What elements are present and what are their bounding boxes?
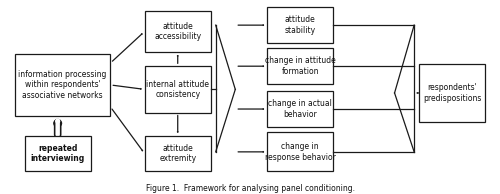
FancyBboxPatch shape [144, 66, 211, 113]
Text: information processing
within respondents'
associative networks: information processing within respondent… [18, 70, 107, 100]
Text: Figure 1.  Framework for analysing panel conditioning.: Figure 1. Framework for analysing panel … [146, 184, 354, 193]
Text: internal attitude
consistency: internal attitude consistency [146, 80, 209, 99]
FancyBboxPatch shape [267, 91, 334, 127]
FancyBboxPatch shape [419, 64, 485, 121]
Text: attitude
accessibility: attitude accessibility [154, 22, 202, 41]
FancyBboxPatch shape [267, 7, 334, 43]
Text: change in
response behavior: change in response behavior [265, 142, 336, 162]
Text: change in attitude
formation: change in attitude formation [265, 56, 336, 76]
FancyBboxPatch shape [144, 11, 211, 52]
Text: attitude
stability: attitude stability [284, 16, 316, 35]
FancyBboxPatch shape [24, 136, 91, 171]
Text: repeated
interviewing: repeated interviewing [30, 144, 85, 163]
FancyBboxPatch shape [267, 132, 334, 171]
Text: attitude
extremity: attitude extremity [159, 144, 196, 163]
Text: respondents'
predispositions: respondents' predispositions [423, 83, 482, 103]
FancyBboxPatch shape [15, 54, 110, 116]
FancyBboxPatch shape [144, 136, 211, 171]
FancyBboxPatch shape [267, 48, 334, 84]
Text: change in actual
behavior: change in actual behavior [268, 99, 332, 119]
